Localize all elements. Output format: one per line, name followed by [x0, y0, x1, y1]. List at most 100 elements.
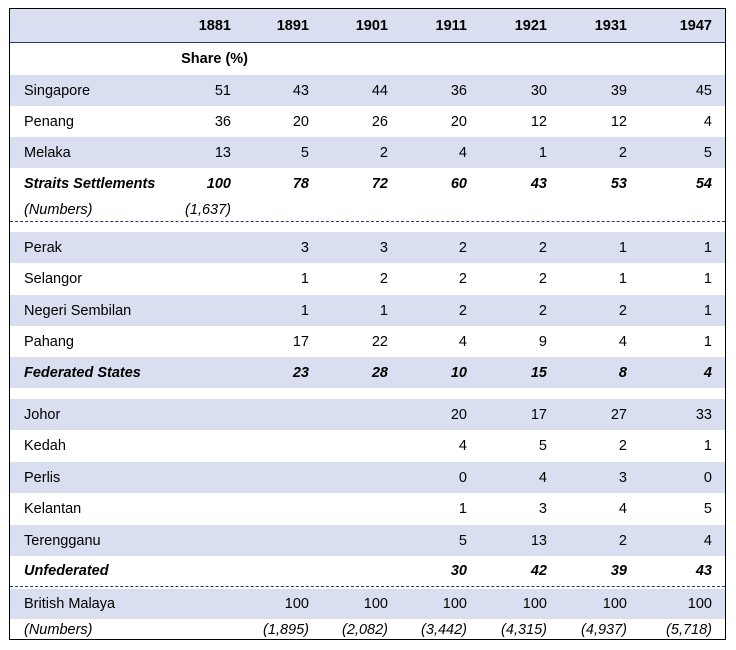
table-cell: 33	[695, 406, 712, 423]
row-label: (Numbers)	[24, 621, 93, 638]
row-label: Pahang	[24, 333, 74, 350]
row-label: British Malaya	[24, 596, 116, 612]
table-cell: 4	[703, 113, 712, 130]
table-cell: (4,315)	[501, 621, 547, 638]
table-row: Unfederated 30 42 39 43	[10, 556, 725, 587]
row-label: Federated States	[24, 364, 141, 381]
table-cell: 51	[214, 82, 231, 99]
table-row: Perak 3 3 2 2 1 1	[10, 232, 725, 263]
table-cell: 1	[703, 333, 712, 350]
table-header-row: 1881 1891 1901 1911 1921 1931 1947	[10, 9, 725, 43]
table-cell: 43	[292, 82, 309, 99]
table-row: (Numbers) (1,637)	[10, 199, 725, 222]
table-row: Selangor 1 2 2 2 1 1	[10, 263, 725, 295]
table-cell: 5	[538, 438, 547, 454]
table-cell: 2	[379, 144, 388, 161]
table-cell: 30	[530, 82, 547, 99]
table-cell: 0	[458, 469, 467, 486]
table-cell: (1,895)	[263, 621, 309, 638]
table-cell: 39	[610, 82, 627, 99]
table-cell: 30	[450, 563, 467, 579]
table-cell: 43	[530, 175, 547, 192]
table-cell: 2	[458, 271, 467, 287]
table-cell: (1,637)	[185, 202, 231, 218]
table-cell: 1	[703, 271, 712, 287]
row-label: Penang	[24, 113, 74, 130]
table-cell: 13	[214, 144, 231, 161]
table-cell: 100	[363, 596, 388, 612]
table-cell: (4,937)	[581, 621, 627, 638]
table-cell: 12	[530, 113, 547, 130]
table-cell: 100	[284, 596, 309, 612]
table-cell: 3	[618, 469, 627, 486]
row-label: Negeri Sembilan	[24, 302, 132, 319]
table-cell: 100	[522, 596, 547, 612]
year-header-1911: 1911	[435, 17, 467, 34]
table-cell: 20	[450, 113, 467, 130]
table-cell: 2	[458, 239, 467, 256]
table-row: Melaka 13 5 2 4 1 2 5	[10, 137, 725, 168]
data-table: 1881 1891 1901 1911 1921 1931 1947 Share…	[9, 8, 726, 640]
year-header-1891: 1891	[276, 17, 309, 34]
table-cell: 42	[530, 563, 547, 579]
row-label: Kedah	[24, 438, 66, 454]
table-cell: 1	[458, 501, 467, 517]
table-cell: 4	[703, 364, 712, 381]
year-header-1931: 1931	[594, 17, 627, 34]
table-cell: (3,442)	[421, 621, 467, 638]
table-cell: 2	[458, 302, 467, 319]
row-label: Perlis	[24, 469, 61, 486]
table-cell: 15	[530, 364, 547, 381]
table-cell: 4	[458, 333, 467, 350]
table-cell: 43	[695, 563, 712, 579]
year-header-1921: 1921	[514, 17, 547, 34]
table-cell: 27	[610, 406, 627, 423]
table-cell: 1	[538, 144, 547, 161]
table-cell: 20	[292, 113, 309, 130]
table-row: Terengganu 5 13 2 4	[10, 525, 725, 556]
table-cell: 39	[610, 563, 627, 579]
table-cell: 100	[206, 175, 231, 192]
table-cell: 13	[530, 532, 547, 549]
table-cell: 1	[300, 271, 309, 287]
table-cell: 1	[618, 239, 627, 256]
row-label: Terengganu	[24, 532, 101, 549]
table-row: Pahang 17 22 4 9 4 1	[10, 326, 725, 357]
table-cell: 5	[703, 144, 712, 161]
table-cell: 8	[618, 364, 627, 381]
table-cell: 4	[618, 333, 627, 350]
table-cell: 1	[703, 302, 712, 319]
row-label: Singapore	[24, 82, 91, 99]
table-cell: 36	[214, 113, 231, 130]
table-row: Negeri Sembilan 1 1 2 2 2 1	[10, 295, 725, 326]
row-label: Melaka	[24, 144, 71, 161]
table-cell: 17	[292, 333, 309, 350]
table-cell: 17	[530, 406, 547, 423]
table-cell: 26	[371, 113, 388, 130]
table-cell: (5,718)	[666, 621, 712, 638]
table-cell: 5	[458, 532, 467, 549]
table-cell: 100	[602, 596, 627, 612]
table-cell: 53	[610, 175, 627, 192]
table-row: Kedah 4 5 2 1	[10, 430, 725, 462]
share-subheader: Share (%)	[181, 51, 248, 67]
table-cell: 1	[703, 438, 712, 454]
table-cell: 10	[450, 364, 467, 381]
table-cell: 2	[618, 144, 627, 161]
table-cell: 12	[610, 113, 627, 130]
table-cell: 4	[538, 469, 547, 486]
row-label: Unfederated	[24, 563, 109, 579]
table-cell: 2	[379, 271, 388, 287]
table-cell: 2	[618, 532, 627, 549]
table-cell: 44	[371, 82, 388, 99]
row-label: Perak	[24, 239, 62, 256]
table-cell: 54	[695, 175, 712, 192]
table-cell: 20	[450, 406, 467, 423]
table-cell: 1	[379, 302, 388, 319]
table-cell: 1	[618, 271, 627, 287]
table-cell: 100	[687, 596, 712, 612]
year-header-1947: 1947	[679, 17, 712, 34]
table-cell: 23	[292, 364, 309, 381]
table-cell: 9	[538, 333, 547, 350]
table-row: Federated States 23 28 10 15 8 4	[10, 357, 725, 388]
